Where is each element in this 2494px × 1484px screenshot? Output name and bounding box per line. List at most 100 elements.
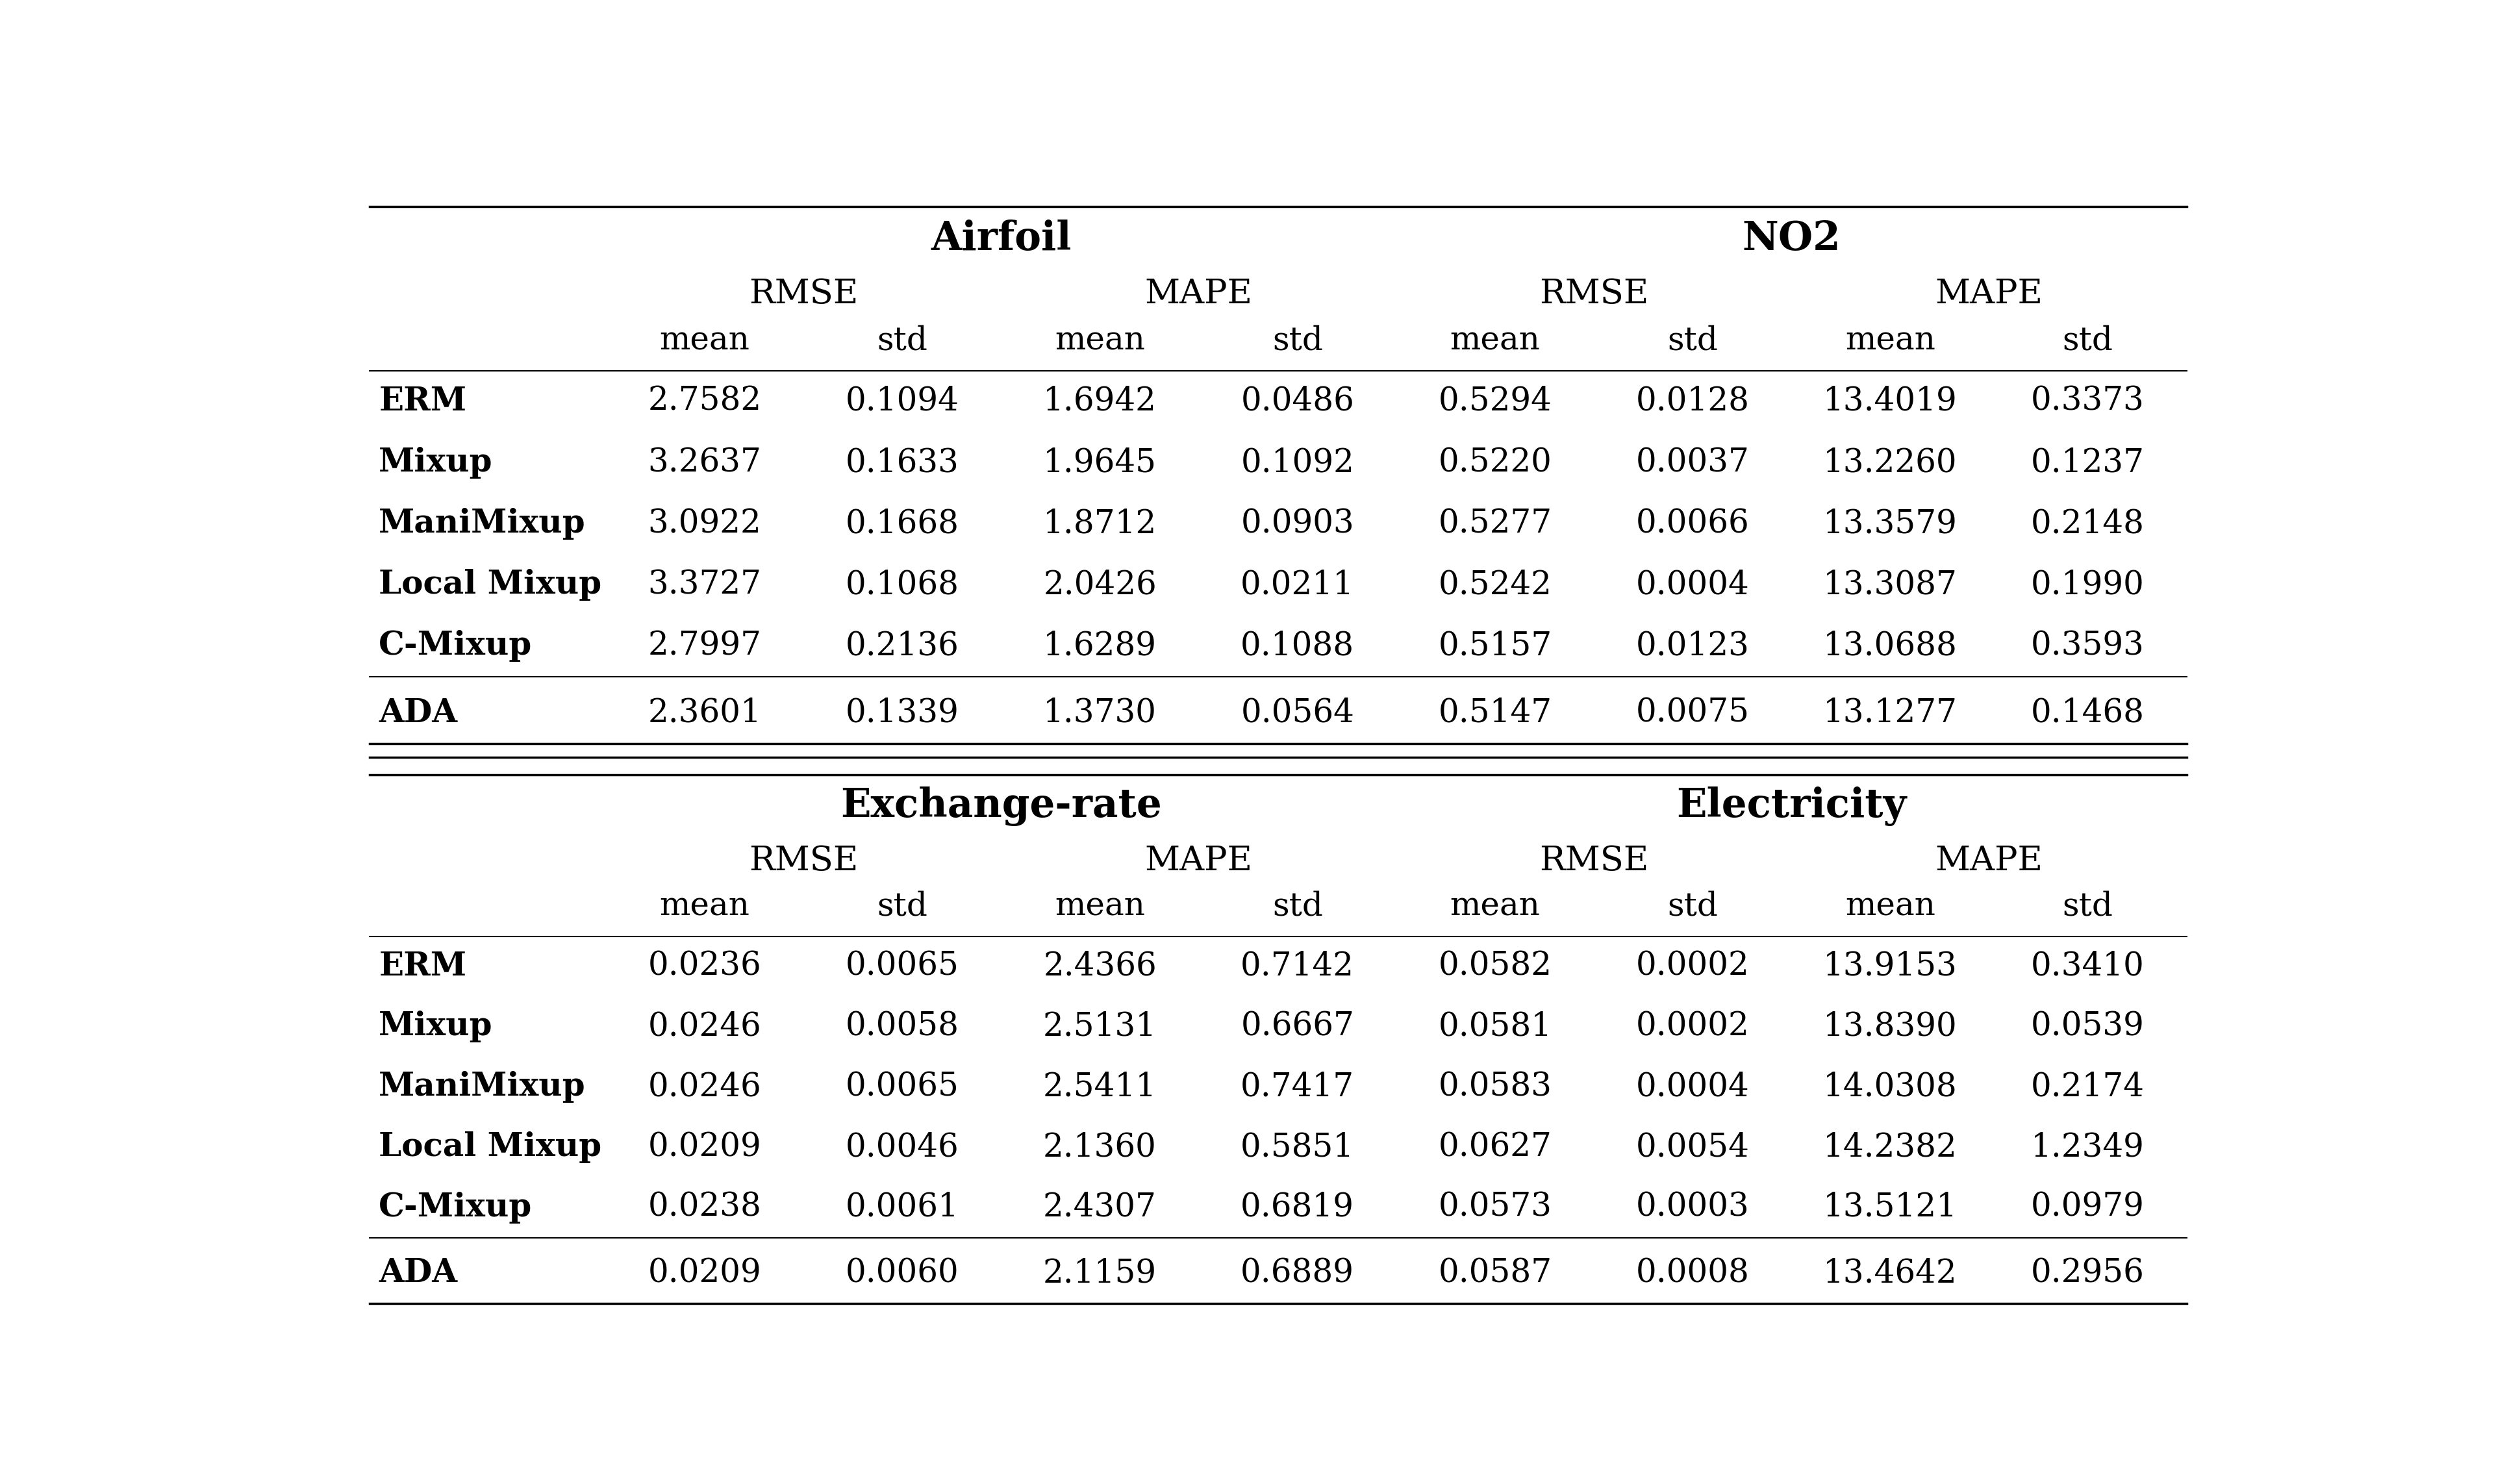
Text: 0.0058: 0.0058 [845,1011,960,1043]
Text: std: std [1272,325,1322,356]
Text: 0.5851: 0.5851 [1240,1131,1354,1163]
Text: 0.0054: 0.0054 [1636,1131,1748,1163]
Text: mean: mean [658,890,751,923]
Text: ADA: ADA [379,697,456,729]
Text: 0.7417: 0.7417 [1240,1071,1354,1103]
Text: MAPE: MAPE [1935,844,2043,877]
Text: Airfoil: Airfoil [930,220,1072,258]
Text: 1.6942: 1.6942 [1042,386,1157,417]
Text: RMSE: RMSE [748,278,858,310]
Text: 0.0008: 0.0008 [1636,1257,1748,1290]
Text: 0.0065: 0.0065 [845,950,960,982]
Text: 13.4019: 13.4019 [1823,386,1958,417]
Text: RMSE: RMSE [748,844,858,877]
Text: RMSE: RMSE [1539,278,1649,310]
Text: 0.1668: 0.1668 [845,508,960,540]
Text: 0.0903: 0.0903 [1240,508,1354,540]
Text: 0.5147: 0.5147 [1439,697,1551,729]
Text: 0.6667: 0.6667 [1240,1011,1354,1043]
Text: MAPE: MAPE [1145,844,1252,877]
Text: 0.0209: 0.0209 [648,1131,761,1163]
Text: Mixup: Mixup [379,1011,494,1043]
Text: 0.0627: 0.0627 [1439,1131,1551,1163]
Text: 0.0060: 0.0060 [845,1257,960,1290]
Text: ManiMixup: ManiMixup [379,1071,586,1103]
Text: 3.0922: 3.0922 [648,508,761,540]
Text: 0.0002: 0.0002 [1636,1011,1748,1043]
Text: 13.3087: 13.3087 [1823,568,1958,601]
Text: std: std [878,890,928,923]
Text: 2.1159: 2.1159 [1042,1257,1157,1290]
Text: 0.0582: 0.0582 [1439,950,1551,982]
Text: Electricity: Electricity [1676,787,1905,827]
Text: 2.0426: 2.0426 [1042,568,1157,601]
Text: 0.2956: 0.2956 [2030,1257,2145,1290]
Text: std: std [2063,890,2112,923]
Text: mean: mean [1846,325,1935,356]
Text: 2.7582: 2.7582 [648,386,761,417]
Text: 0.6889: 0.6889 [1240,1257,1354,1290]
Text: 0.0128: 0.0128 [1636,386,1748,417]
Text: 0.0539: 0.0539 [2030,1011,2145,1043]
Text: std: std [1272,890,1322,923]
Text: MAPE: MAPE [1145,278,1252,310]
Text: 0.6819: 0.6819 [1240,1192,1354,1224]
Text: 1.6289: 1.6289 [1042,631,1157,662]
Text: ManiMixup: ManiMixup [379,508,586,540]
Text: 0.0004: 0.0004 [1636,1071,1748,1103]
Text: std: std [1668,325,1718,356]
Text: 0.3593: 0.3593 [2030,631,2145,662]
Text: 0.1094: 0.1094 [845,386,960,417]
Text: 0.1990: 0.1990 [2030,568,2145,601]
Text: Exchange-rate: Exchange-rate [840,787,1162,827]
Text: 0.5220: 0.5220 [1439,447,1551,479]
Text: 13.1277: 13.1277 [1823,697,1958,729]
Text: 0.5242: 0.5242 [1439,568,1551,601]
Text: 0.0486: 0.0486 [1240,386,1354,417]
Text: 0.1237: 0.1237 [2030,447,2145,479]
Text: 2.5411: 2.5411 [1042,1071,1157,1103]
Text: NO2: NO2 [1743,220,1841,258]
Text: 0.0061: 0.0061 [845,1192,960,1224]
Text: 2.5131: 2.5131 [1042,1011,1157,1043]
Text: 1.8712: 1.8712 [1042,508,1157,540]
Text: std: std [878,325,928,356]
Text: 0.1068: 0.1068 [845,568,960,601]
Text: 0.0046: 0.0046 [845,1131,960,1163]
Text: 2.3601: 2.3601 [648,697,761,729]
Text: Local Mixup: Local Mixup [379,1131,601,1163]
Text: 0.1468: 0.1468 [2030,697,2145,729]
Text: 0.0979: 0.0979 [2030,1192,2145,1224]
Text: 14.0308: 14.0308 [1823,1071,1958,1103]
Text: mean: mean [1449,890,1541,923]
Text: 0.0065: 0.0065 [845,1071,960,1103]
Text: 2.1360: 2.1360 [1042,1131,1157,1163]
Text: 13.4642: 13.4642 [1823,1257,1958,1290]
Text: 0.0004: 0.0004 [1636,568,1748,601]
Text: 0.0238: 0.0238 [648,1192,761,1224]
Text: mean: mean [1055,890,1145,923]
Text: ERM: ERM [379,386,466,417]
Text: RMSE: RMSE [1539,844,1649,877]
Text: 13.5121: 13.5121 [1823,1192,1958,1224]
Text: 0.0587: 0.0587 [1439,1257,1551,1290]
Text: 0.3410: 0.3410 [2030,950,2145,982]
Text: 0.0236: 0.0236 [648,950,761,982]
Text: 0.0581: 0.0581 [1439,1011,1551,1043]
Text: 0.0564: 0.0564 [1240,697,1354,729]
Text: 0.0211: 0.0211 [1240,568,1354,601]
Text: 0.0075: 0.0075 [1636,697,1748,729]
Text: Mixup: Mixup [379,447,494,478]
Text: 13.2260: 13.2260 [1823,447,1958,479]
Text: ADA: ADA [379,1257,456,1290]
Text: 0.1339: 0.1339 [845,697,960,729]
Text: std: std [2063,325,2112,356]
Text: Local Mixup: Local Mixup [379,568,601,601]
Text: std: std [1668,890,1718,923]
Text: C-Mixup: C-Mixup [379,631,531,662]
Text: 0.5157: 0.5157 [1439,631,1551,662]
Text: 13.8390: 13.8390 [1823,1011,1958,1043]
Text: 2.4307: 2.4307 [1042,1192,1157,1224]
Text: 0.0003: 0.0003 [1636,1192,1748,1224]
Text: 0.2174: 0.2174 [2030,1071,2145,1103]
